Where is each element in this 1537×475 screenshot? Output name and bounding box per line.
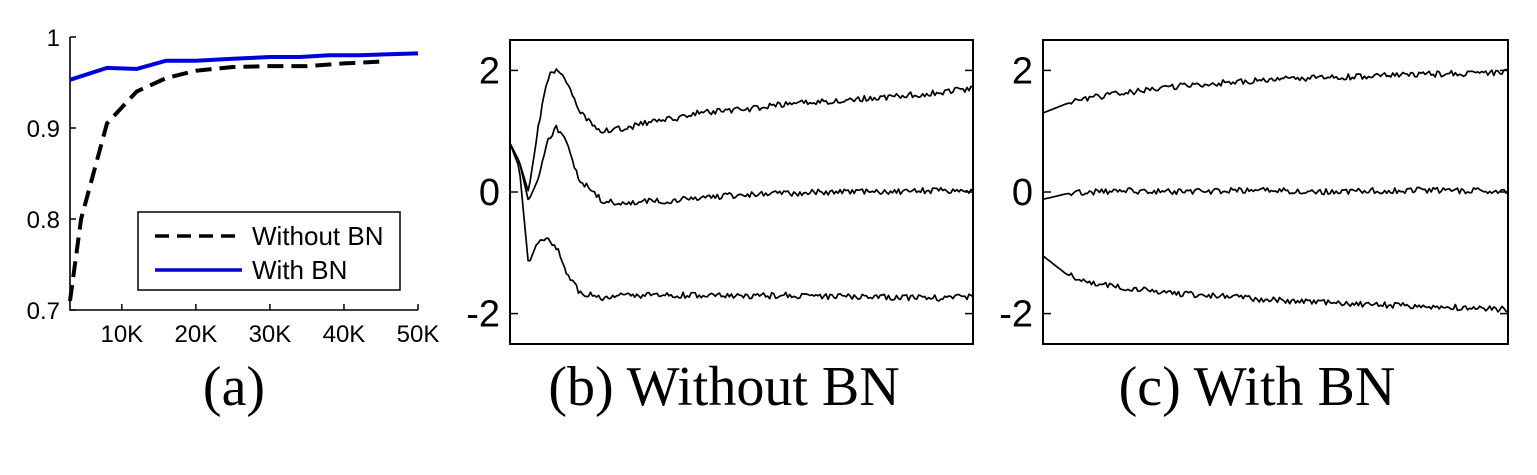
panel-a-legend: Without BN With BN (137, 211, 401, 291)
activation-trace-3 (1042, 255, 1509, 313)
y-tick-label: 2 (1012, 50, 1033, 92)
y-tick-label: 1 (47, 25, 60, 52)
panel-a-caption: (a) (203, 356, 265, 418)
y-tick-label: 0.8 (27, 207, 60, 234)
panel-b-caption: (b) Without BN (548, 356, 899, 418)
panel-b-frame (509, 39, 974, 345)
legend-box (137, 211, 401, 291)
activation-trace-2 (509, 124, 974, 206)
y-tick-label: -2 (999, 294, 1033, 336)
y-tick-label: 0.7 (27, 298, 60, 325)
activation-trace-1 (509, 68, 974, 192)
legend-label-with-bn: With BN (252, 255, 347, 285)
y-tick-label: 0.9 (27, 116, 60, 143)
panel-c: -2 0 2 (c) With BN (999, 39, 1509, 418)
y-tick-label: -2 (466, 294, 500, 336)
activation-trace-2 (1042, 186, 1509, 201)
x-tick-label: 20K (175, 321, 218, 348)
series-line-without-bn (68, 59, 382, 302)
activation-trace-3 (509, 143, 974, 302)
y-tick-label: 2 (479, 50, 500, 92)
series-line-with-bn (69, 51, 419, 82)
x-tick-label: 40K (323, 321, 366, 348)
panel-c-caption: (c) With BN (1119, 356, 1396, 418)
x-tick-label: 30K (249, 321, 292, 348)
legend-label-without-bn: Without BN (252, 221, 384, 251)
panel-a: 10K 20K 30K 40K 50K 0.7 0.8 0.9 1 Without BN Wit… (27, 25, 440, 418)
y-tick-label: 0 (479, 172, 500, 214)
panel-b: -2 0 2 (b) Without BN (466, 39, 974, 418)
y-tick-label: 0 (1012, 172, 1033, 214)
x-tick-label: 50K (397, 321, 440, 348)
x-tick-label: 10K (100, 321, 143, 348)
activation-trace-1 (1042, 68, 1509, 114)
